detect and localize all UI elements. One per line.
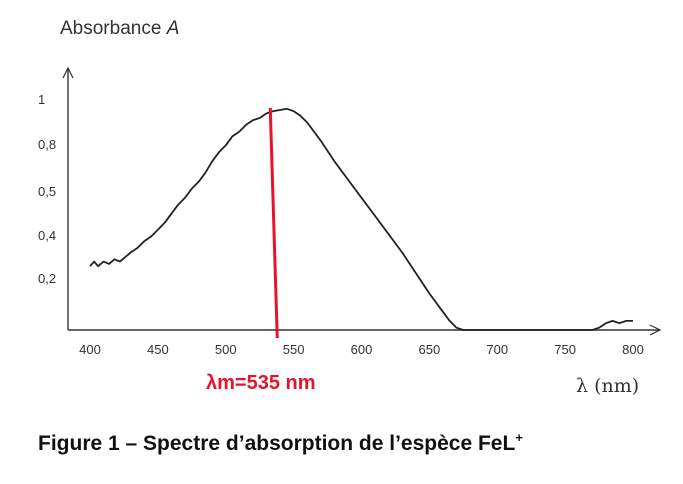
x-tick-label: 500 <box>215 342 237 357</box>
x-tick-label: 750 <box>554 342 576 357</box>
x-tick-label: 450 <box>147 342 169 357</box>
y-tick-label: 0,8 <box>38 137 56 152</box>
lambda-max-annotation: λm=535 nm <box>206 372 316 394</box>
x-tick-label: 700 <box>486 342 508 357</box>
x-tick-label: 600 <box>351 342 373 357</box>
spectrum-line <box>89 107 633 331</box>
y-axis-arrow <box>62 66 74 79</box>
x-axis-arrow <box>649 324 662 336</box>
y-axis-label: Absorbance A <box>60 18 180 39</box>
x-tick-label: 400 <box>79 342 101 357</box>
y-tick-label: 1 <box>38 92 45 107</box>
y-tick-label: 0,5 <box>38 184 56 199</box>
figure-caption: Figure 1 – Spectre d’absorption de l’esp… <box>38 430 523 455</box>
y-tick-label: 0,4 <box>38 228 56 243</box>
x-tick-label: 800 <box>622 342 644 357</box>
x-tick-label: 550 <box>283 342 305 357</box>
y-tick-label: 0,2 <box>38 271 56 286</box>
x-tick-label: 650 <box>419 342 441 357</box>
x-axis-label: λ (nm) <box>576 375 640 397</box>
lambda-max-marker <box>268 107 279 339</box>
